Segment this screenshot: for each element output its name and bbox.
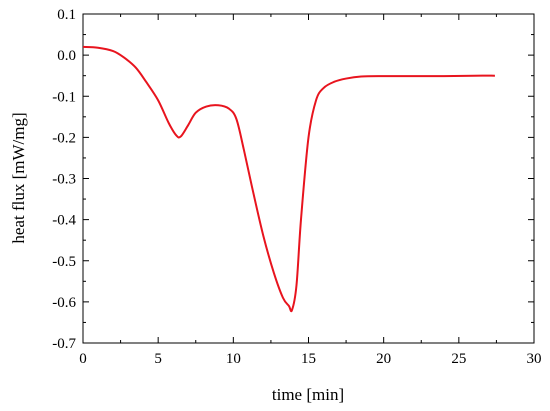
x-tick-label: 25 [451,351,466,367]
x-tick-label: 10 [226,351,241,367]
x-tick-label: 30 [527,351,542,367]
x-axis-label: time [min] [272,385,344,404]
y-tick-label: -0.1 [52,89,76,105]
heat-flux-series-line [82,45,495,313]
y-tick-label: 0.1 [57,7,76,23]
tick-marks [82,13,535,344]
y-tick-labels: 0.1 0.0 -0.1 -0.2 -0.3 -0.4 -0.5 -0.6 -0.7 [52,7,76,352]
y-tick-label: -0.2 [52,130,76,146]
y-tick-label: 0.0 [57,48,76,64]
y-tick-label: -0.4 [52,213,76,229]
plot-frame [82,13,535,344]
x-tick-label: 0 [79,351,87,367]
x-tick-label: 5 [154,351,162,367]
y-tick-label: -0.7 [52,336,76,352]
series-layer [82,45,495,313]
x-tick-label: 20 [376,351,391,367]
y-axis-label: heat flux [mW/mg] [9,112,28,243]
y-tick-label: -0.5 [52,254,76,270]
y-tick-label: -0.3 [52,172,76,188]
y-tick-label: -0.6 [52,295,76,311]
x-tick-labels: 0 5 10 15 20 25 30 [79,351,541,367]
x-tick-label: 15 [301,351,316,367]
